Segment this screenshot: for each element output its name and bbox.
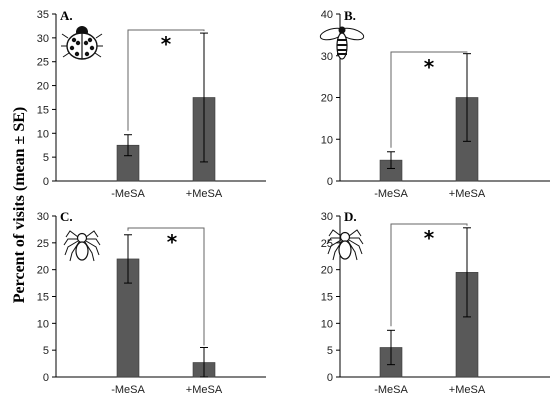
y-tick-label: 5 — [327, 345, 333, 357]
category-label: +MeSA — [449, 188, 486, 200]
panel-letter: B. — [344, 8, 356, 23]
y-tick-label: 30 — [321, 211, 333, 223]
y-tick-label: 25 — [37, 57, 49, 69]
chart-panel-2: B. 0 10 20 30 40 -MeSA +MeSA * — [319, 8, 550, 200]
spider-icon — [63, 230, 101, 262]
category-label: -MeSA — [111, 188, 145, 200]
y-tick-label: 15 — [37, 104, 49, 116]
y-axis-label: Percent of visits (mean ± SE) — [11, 107, 28, 303]
category-label: -MeSA — [374, 384, 408, 396]
spider-icon — [326, 229, 364, 261]
y-tick-label: 25 — [37, 238, 49, 250]
y-tick-label: 30 — [37, 33, 49, 45]
spider-head — [339, 231, 351, 243]
y-tick-label: 0 — [43, 372, 49, 384]
ladybug-icon — [61, 26, 103, 60]
panel-letter: A. — [60, 8, 73, 23]
y-tick-label: 20 — [37, 265, 49, 277]
y-tick-label: 0 — [327, 176, 333, 188]
y-tick-label: 0 — [43, 176, 49, 188]
significance-star: * — [167, 230, 178, 254]
spider-abdomen — [75, 241, 89, 261]
y-tick-label: 10 — [37, 318, 49, 330]
bee-icon — [319, 26, 365, 60]
significance-star: * — [161, 32, 172, 56]
significance-bracket — [390, 223, 468, 327]
y-tick-label: 30 — [37, 211, 49, 223]
category-label: -MeSA — [111, 384, 145, 396]
y-tick-label: 20 — [37, 81, 49, 93]
spider-head — [76, 232, 88, 244]
y-tick-label: 10 — [37, 128, 49, 140]
y-tick-label: 20 — [321, 265, 333, 277]
y-tick-label: 15 — [321, 292, 333, 304]
significance-bracket — [127, 29, 205, 131]
category-label: -MeSA — [374, 188, 408, 200]
panel-letter: D. — [344, 209, 357, 224]
significance-star: * — [424, 55, 435, 79]
significance-bracket — [390, 51, 468, 148]
y-tick-label: 10 — [321, 134, 333, 146]
panel-letter: C. — [60, 209, 73, 224]
y-tick-label: 35 — [37, 9, 49, 21]
y-tick-label: 5 — [43, 152, 49, 164]
y-tick-label: 40 — [321, 9, 333, 21]
y-tick-label: 30 — [321, 51, 333, 63]
y-tick-label: 5 — [43, 345, 49, 357]
category-label: +MeSA — [186, 188, 223, 200]
category-label: +MeSA — [186, 384, 223, 396]
category-label: +MeSA — [449, 384, 486, 396]
significance-bracket — [127, 227, 205, 346]
y-tick-label: 10 — [321, 318, 333, 330]
significance-star: * — [424, 226, 435, 250]
chart-panel-1: A. 0 5 10 15 20 25 30 35 -MeSA +MeSA * — [37, 8, 266, 200]
y-tick-label: 15 — [37, 292, 49, 304]
spider-abdomen — [338, 240, 352, 260]
chart-panel-3: C. 0 5 10 15 20 25 30 -MeSA +MeSA * — [37, 209, 266, 396]
y-tick-label: 0 — [327, 372, 333, 384]
y-tick-label: 20 — [321, 93, 333, 105]
